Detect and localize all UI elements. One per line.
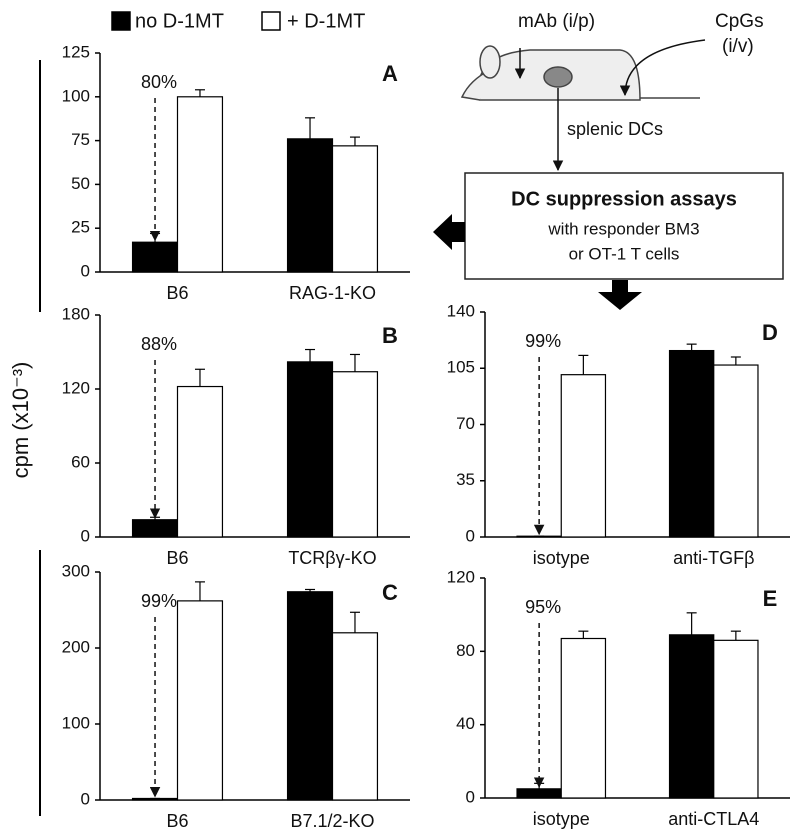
bar [331,371,379,538]
annotation: 80% [141,72,177,92]
y-tick-label: 100 [62,713,90,732]
error-bar [349,353,360,372]
x-tick-label: TCRβγ-KO [288,548,376,568]
panel-label: B [382,323,398,348]
bar [286,138,334,273]
error-bar [194,368,205,387]
x-tick-label: anti-CTLA4 [668,809,759,829]
bar [668,349,715,538]
error-bar [194,581,205,601]
annotation: 88% [141,334,177,354]
y-tick-label: 75 [71,130,90,149]
annotation: 99% [141,591,177,611]
error-bar [305,588,316,592]
x-tick-label: anti-TGFβ [673,548,754,568]
bar [516,788,562,799]
diagram-label: CpGs [715,11,764,32]
y-tick-label: 40 [456,714,475,733]
bar [713,364,759,538]
y-tick-label: 300 [62,561,90,580]
error-bar [305,348,316,362]
error-bar [686,612,697,635]
error-bar [578,630,589,639]
bar [713,639,759,799]
bar [131,519,179,538]
y-tick-label: 70 [456,414,475,433]
y-tick-label: 125 [62,42,90,61]
bar [560,637,607,799]
diagram-label: (i/v) [722,36,754,57]
legend: no D-1MT + D-1MT [111,10,365,32]
legend-swatch [111,11,131,31]
y-tick-label: 105 [447,358,475,377]
box-title: DC suppression assays [511,188,737,210]
panel-label: A [382,61,398,86]
x-tick-label: isotype [533,548,590,568]
y-tick-label: 0 [81,789,90,808]
y-tick-label: 200 [62,637,90,656]
big-arrow [433,214,465,250]
big-arrow [598,280,642,310]
panel-label: D [762,320,778,345]
mouse-ear [479,45,501,79]
bar [131,241,179,273]
error-bar [349,136,360,146]
bar [331,632,379,801]
bar [286,591,334,801]
y-axis-label: cpm (x10⁻³) [8,362,33,479]
legend-label: + D-1MT [287,10,365,32]
error-bar [305,117,316,139]
annotation: 95% [525,597,561,617]
mouse-diagram [460,39,706,172]
error-bar [349,611,360,633]
y-tick-label: 60 [71,452,90,471]
bar [176,600,224,801]
box-text: or OT-1 T cells [569,244,680,263]
y-tick-label: 180 [62,304,90,323]
x-tick-label: B6 [166,283,188,303]
error-bar [730,630,741,641]
x-tick-label: B6 [166,811,188,831]
y-tick-label: 35 [456,470,475,489]
bar [176,96,224,273]
legend-label: no D-1MT [135,10,224,32]
y-tick-label: 0 [466,787,475,806]
x-tick-label: B6 [166,548,188,568]
panel-label: E [763,586,778,611]
box-text: with responder BM3 [547,219,699,238]
y-tick-label: 0 [81,526,90,545]
x-tick-label: B7.1/2-KO [290,811,374,831]
diagram-label: mAb (i/p) [518,11,595,32]
y-tick-label: 0 [466,526,475,545]
y-tick-label: 140 [447,301,475,320]
y-tick-label: 100 [62,86,90,105]
bar [176,385,224,538]
panel-label: C [382,580,398,605]
y-tick-label: 0 [81,261,90,280]
bar [668,634,715,799]
y-tick-label: 120 [62,378,90,397]
y-tick-label: 25 [71,218,90,237]
arrow [619,39,706,97]
spleen [543,66,573,88]
y-tick-label: 50 [71,174,90,193]
error-bar [194,89,205,97]
bar [331,145,379,273]
diagram-label: splenic DCs [567,119,663,139]
legend-swatch [261,11,281,31]
bar [286,361,334,538]
x-tick-label: isotype [533,809,590,829]
error-bar [578,354,589,375]
x-tick-label: RAG-1-KO [289,283,376,303]
annotation: 99% [525,331,561,351]
error-bar [730,356,741,366]
y-tick-label: 80 [456,641,475,660]
bar [560,374,607,538]
error-bar [686,343,697,351]
y-tick-label: 120 [447,567,475,586]
